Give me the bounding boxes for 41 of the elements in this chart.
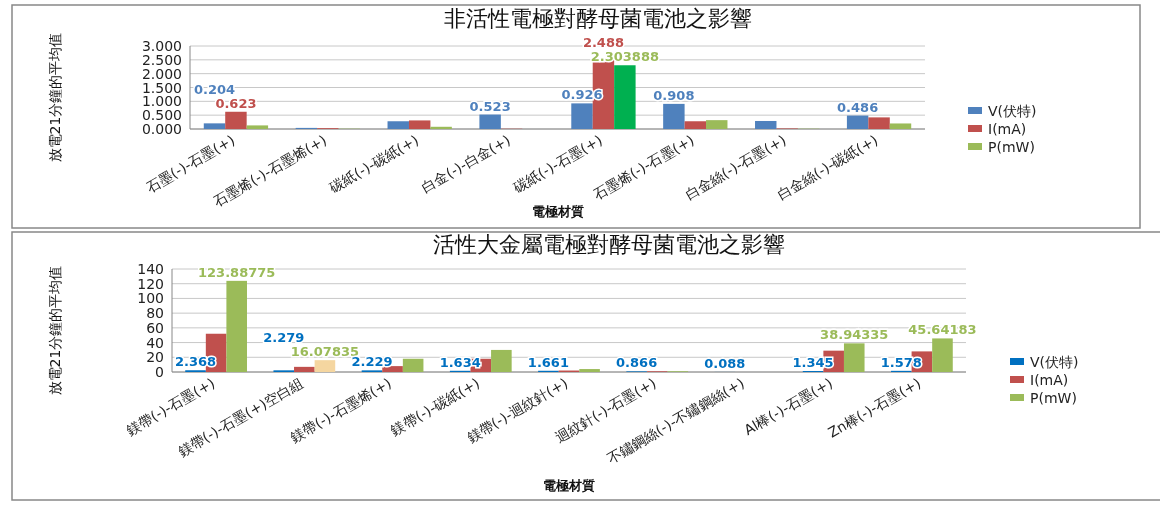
y-tick-label: 140 — [137, 261, 164, 277]
legend-label: V(伏特) — [1030, 354, 1079, 370]
legend-label: I(mA) — [988, 121, 1027, 137]
y-tick-label: 20 — [146, 349, 164, 366]
y-tick-label: 3.000 — [141, 38, 182, 54]
data-label: 0.523 — [469, 98, 511, 114]
data-label: 2.488 — [582, 35, 624, 51]
y-axis-title: 放電21分鐘的平均值 — [47, 32, 63, 163]
y-tick-label: 100 — [137, 290, 164, 307]
data-label: 45.64183 — [908, 322, 977, 338]
data-label: 38.94335 — [820, 327, 889, 343]
y-tick-label: 2.000 — [141, 65, 182, 82]
chart-title: 非活性電極對酵母菌電池之影響 — [443, 6, 752, 31]
y-tick-label: 0 — [155, 364, 164, 380]
y-tick-label: 1.000 — [141, 93, 182, 110]
data-label: 0.908 — [653, 87, 695, 103]
data-label: 1.661 — [527, 354, 569, 370]
data-label: 2.279 — [263, 330, 305, 346]
data-label: 0.623 — [215, 95, 257, 111]
legend-label: V(伏特) — [988, 103, 1037, 119]
legend-label: P(mW) — [1030, 390, 1077, 406]
data-label: 0.866 — [616, 355, 658, 371]
y-tick-label: 60 — [146, 319, 164, 336]
x-axis-title: 電極材質 — [543, 478, 595, 493]
data-label: 2.303888 — [590, 49, 660, 65]
y-tick-label: 2.500 — [141, 51, 182, 68]
legend-label: P(mW) — [988, 139, 1035, 155]
legend-label: I(mA) — [1030, 372, 1069, 388]
data-label: 0.204 — [193, 81, 236, 97]
chart-title: 活性大金屬電極對酵母菌電池之影響 — [433, 232, 785, 257]
x-axis-title: 電極材質 — [531, 204, 584, 219]
y-tick-label: 120 — [137, 275, 164, 292]
y-tick-label: 1.500 — [141, 79, 182, 96]
y-tick-label: 0.000 — [141, 121, 182, 137]
data-label: 123.88775 — [198, 264, 276, 280]
y-axis-title: 放電21分鐘的平均值 — [47, 265, 63, 396]
data-label: 0.486 — [837, 99, 879, 115]
y-tick-label: 0.500 — [141, 107, 182, 124]
y-tick-label: 80 — [146, 305, 164, 322]
y-tick-label: 40 — [146, 334, 164, 351]
data-label: 0.088 — [704, 355, 746, 371]
